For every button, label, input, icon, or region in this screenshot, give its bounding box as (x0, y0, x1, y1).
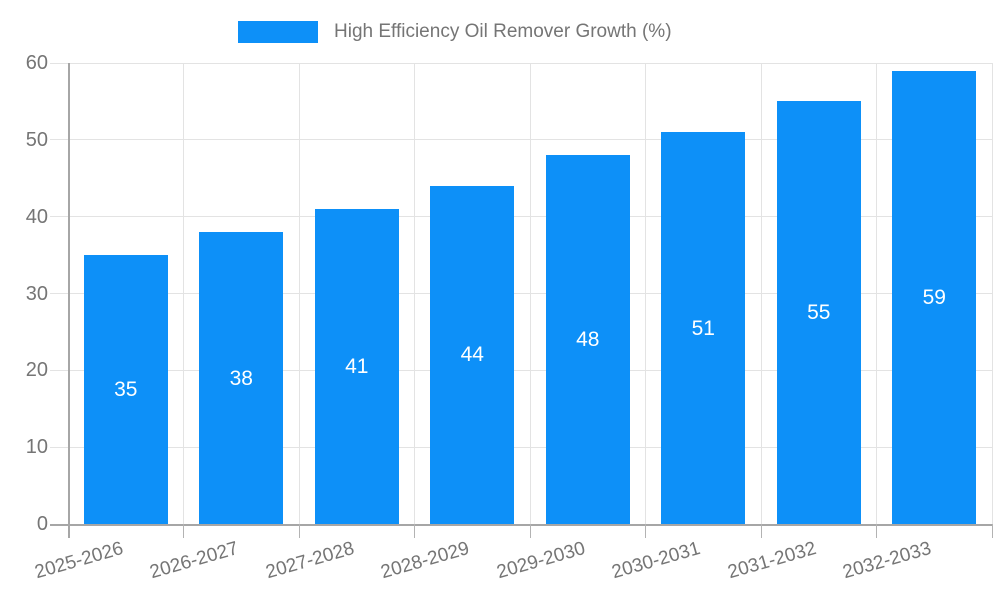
bar-value-label: 38 (229, 366, 253, 390)
gridline-horizontal (50, 446, 992, 448)
gridline-horizontal (50, 62, 992, 64)
bar-value-label: 41 (345, 354, 369, 378)
y-axis-tick-label: 40 (25, 205, 48, 228)
gridline-vertical (760, 63, 762, 524)
bar[interactable]: 51 (661, 132, 746, 524)
bar-value-label: 55 (807, 301, 831, 325)
y-axis-tick-label: 60 (25, 52, 48, 74)
gridline-vertical (298, 63, 300, 524)
gridline-vertical (876, 63, 877, 524)
gridline-horizontal (50, 369, 992, 371)
bar[interactable]: 55 (776, 101, 861, 524)
bar-value-label: 51 (691, 316, 715, 340)
y-axis-line (67, 63, 70, 524)
gridline-horizontal (50, 293, 992, 294)
x-axis-tick (991, 524, 993, 538)
x-axis-baseline (50, 523, 992, 526)
x-axis-category-label: 2031-2032 (725, 538, 819, 584)
x-axis-tick (760, 524, 762, 538)
bar[interactable]: 59 (892, 70, 977, 524)
bar[interactable]: 48 (545, 155, 630, 524)
bar-value-label: 59 (922, 285, 946, 309)
gridline-vertical (183, 63, 184, 524)
gridline-horizontal (50, 216, 992, 218)
x-axis-tick (876, 524, 877, 538)
x-axis-tick (183, 524, 184, 538)
x-axis-category-label: 2029-2030 (494, 538, 588, 584)
bar[interactable]: 35 (83, 255, 168, 524)
x-axis-category-label: 2030-2031 (609, 538, 704, 584)
gridline-horizontal (50, 139, 992, 141)
legend-swatch[interactable] (238, 21, 318, 43)
y-axis-tick-label: 20 (25, 359, 48, 382)
gridline-vertical (414, 63, 415, 524)
gridline-vertical (529, 63, 531, 524)
x-axis-category-label: 2032-2033 (840, 538, 935, 584)
y-axis-tick-label: 0 (36, 513, 48, 535)
x-axis-category-label: 2025-2026 (32, 538, 126, 584)
x-axis-tick (529, 524, 531, 538)
x-axis-tick (67, 524, 70, 538)
bar-value-label: 48 (576, 328, 600, 352)
x-axis-tick (645, 524, 646, 538)
y-axis-tick-label: 30 (25, 282, 48, 305)
gridline-vertical (645, 63, 646, 524)
bar[interactable]: 41 (314, 208, 399, 524)
x-axis-category-label: 2026-2027 (147, 538, 242, 584)
bar-value-label: 35 (114, 378, 138, 402)
bar[interactable]: 44 (430, 185, 515, 524)
legend-label[interactable]: High Efficiency Oil Remover Growth (%) (334, 21, 672, 42)
y-axis-tick-label: 50 (25, 128, 48, 151)
plot-right-border (991, 63, 993, 524)
x-axis-category-label: 2028-2029 (378, 538, 473, 584)
y-axis-tick-label: 10 (25, 436, 48, 459)
x-axis-category-label: 2027-2028 (263, 538, 357, 584)
bar[interactable]: 38 (199, 232, 284, 524)
x-axis-tick (414, 524, 415, 538)
plot-area: 35 38 41 44 48 51 55 59 (50, 62, 993, 538)
bar-value-label: 44 (460, 343, 484, 367)
x-axis-tick (298, 524, 300, 538)
